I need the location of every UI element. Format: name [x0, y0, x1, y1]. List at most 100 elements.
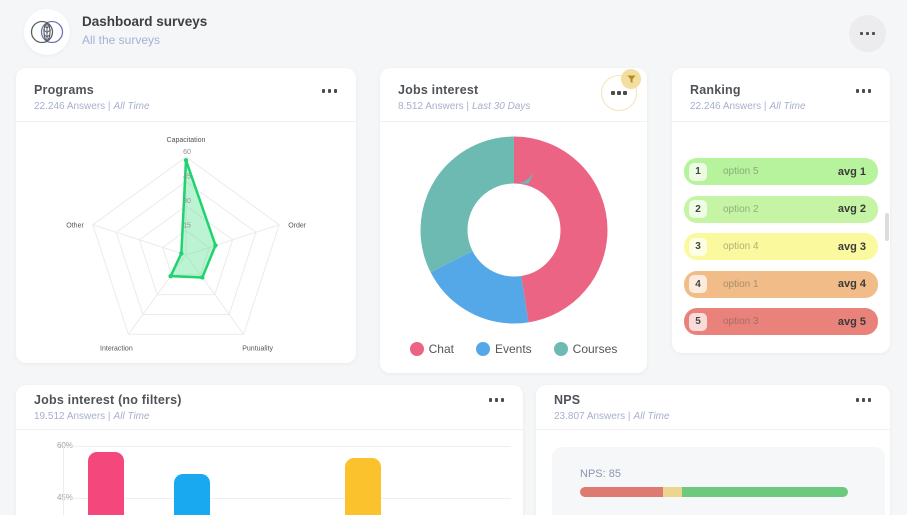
card-title: Jobs interest — [398, 83, 479, 97]
svg-text:Interaction: Interaction — [100, 345, 133, 352]
donut-legend: Chat Events Courses — [380, 342, 647, 356]
rank-number: 5 — [689, 312, 707, 331]
answers-count: 22.246 Answers | — [34, 101, 111, 112]
nps-panel: NPS: 85 — [552, 447, 885, 515]
legend-dot — [409, 342, 424, 356]
gridline — [63, 446, 511, 447]
answers-count: 23.807 Answers | — [554, 411, 631, 422]
leaf-circles-logo-icon — [30, 20, 64, 44]
rank-option-label: option 5 — [723, 166, 759, 177]
svg-text:Other: Other — [66, 223, 84, 230]
bar — [173, 474, 210, 515]
card-subtitle: 22.246 Answers | All Time — [34, 101, 338, 112]
card-title: NPS — [554, 393, 581, 407]
rank-option-label: option 2 — [723, 203, 759, 215]
nps-bar — [580, 487, 848, 497]
rank-avg: avg 1 — [837, 165, 866, 178]
y-axis-label: 45% — [40, 493, 73, 502]
ranking-row: 3 option 4 avg 3 — [684, 233, 878, 260]
card-title: Ranking — [690, 83, 741, 97]
svg-text:30: 30 — [183, 198, 191, 205]
logo — [24, 9, 70, 55]
card-subtitle: 22.246 Answers | All Time — [690, 101, 872, 112]
ellipsis-icon — [855, 89, 871, 93]
y-axis-label: 60% — [40, 441, 73, 450]
card-jobs-interest: Jobs interest 8.512 Answers | Last 30 Day… — [380, 68, 647, 373]
legend-dot — [475, 342, 490, 356]
legend-dot — [553, 342, 568, 356]
rank-number: 1 — [689, 162, 707, 181]
rank-avg: avg 5 — [837, 315, 866, 328]
rank-avg: avg 2 — [837, 203, 866, 215]
filter-badge — [621, 69, 641, 89]
card-menu-button[interactable] — [852, 85, 876, 97]
period-label: All Time — [633, 411, 670, 422]
page-title: Dashboard surveys — [82, 14, 208, 29]
svg-text:60: 60 — [183, 149, 191, 156]
ellipsis-icon — [611, 91, 627, 95]
card-title: Programs — [34, 83, 94, 97]
card-ranking-header: Ranking 22.246 Answers | All Time — [672, 68, 890, 122]
bar-chart: 60% 45% — [16, 425, 523, 515]
ellipsis-icon — [855, 398, 871, 402]
legend-label: Courses — [572, 342, 618, 356]
rank-avg: avg 4 — [837, 278, 866, 290]
answers-count: 8.512 Answers | — [398, 101, 469, 112]
legend-label: Events — [494, 342, 532, 356]
svg-text:45: 45 — [183, 174, 191, 181]
card-title: Jobs interest (no filters) — [34, 393, 182, 407]
rank-number: 2 — [689, 200, 707, 218]
card-subtitle: 8.512 Answers | Last 30 Days — [398, 101, 629, 112]
period-label: All Time — [113, 101, 150, 112]
card-nps-header: NPS 23.807 Answers | All Time — [536, 385, 890, 430]
bar — [344, 458, 381, 515]
nps-segment-detractors — [580, 487, 664, 497]
header-menu-button[interactable] — [849, 15, 886, 52]
period-label: All Time — [769, 101, 806, 112]
rank-option-label: option 3 — [723, 316, 759, 327]
card-ranking: Ranking 22.246 Answers | All Time 1 option… — [672, 68, 890, 353]
bar — [88, 451, 124, 515]
app-header: Dashboard surveys All the surveys — [0, 0, 907, 66]
period-label: All Time — [113, 411, 150, 422]
svg-text:Capacitation: Capacitation — [167, 137, 206, 144]
page-subtitle: All the surveys — [82, 33, 161, 47]
ranking-row: 5 option 3 avg 5 — [684, 308, 878, 335]
legend-item[interactable]: Events — [475, 342, 532, 356]
svg-text:Order: Order — [288, 223, 307, 230]
card-menu-button[interactable] — [852, 394, 876, 406]
ranking-row: 4 option 1 avg 4 — [684, 270, 878, 298]
card-subtitle: 19.512 Answers | All Time — [34, 411, 505, 422]
legend-item[interactable]: Courses — [553, 342, 618, 356]
card-programs-header: Programs 22.246 Answers | All Time — [16, 68, 356, 122]
ellipsis-icon — [859, 31, 876, 36]
rank-option-label: option 4 — [723, 241, 759, 252]
card-programs: Programs 22.246 Answers | All Time 15 30 45… — [16, 68, 356, 363]
ellipsis-icon — [321, 89, 337, 93]
card-menu-button[interactable] — [318, 85, 342, 97]
filter-funnel-icon — [626, 74, 636, 83]
ellipsis-icon — [488, 398, 504, 402]
answers-count: 19.512 Answers | — [34, 411, 111, 422]
card-jobs-no-filters-header: Jobs interest (no filters) 19.512 Answer… — [16, 385, 523, 430]
rank-number: 3 — [689, 237, 707, 256]
card-menu-button-filtered[interactable] — [601, 69, 641, 111]
svg-text:Puntuality: Puntuality — [242, 345, 273, 352]
legend-item[interactable]: Chat — [409, 342, 454, 356]
ranking-list: 1 option 5 avg 1 2 option 2 avg 2 3 option 4 avg… — [672, 158, 890, 335]
rank-avg: avg 3 — [837, 240, 866, 253]
donut-chart — [420, 136, 607, 324]
card-nps: NPS 23.807 Answers | All Time NPS: 85 — [536, 385, 890, 515]
card-subtitle: 23.807 Answers | All Time — [554, 411, 872, 422]
nps-score-label: NPS: 85 — [580, 468, 621, 480]
nps-segment-promoters — [681, 487, 848, 497]
gridline — [63, 498, 511, 499]
card-menu-button[interactable] — [485, 394, 509, 406]
answers-count: 22.246 Answers | — [690, 101, 767, 112]
scrollbar-thumb[interactable] — [885, 213, 889, 241]
ranking-row: 2 option 2 avg 2 — [684, 195, 878, 223]
card-jobs-interest-header: Jobs interest 8.512 Answers | Last 30 Day… — [380, 68, 647, 122]
ranking-row: 1 option 5 avg 1 — [684, 158, 878, 185]
card-jobs-interest-no-filters: Jobs interest (no filters) 19.512 Answer… — [16, 385, 523, 515]
svg-text:15: 15 — [183, 223, 191, 230]
